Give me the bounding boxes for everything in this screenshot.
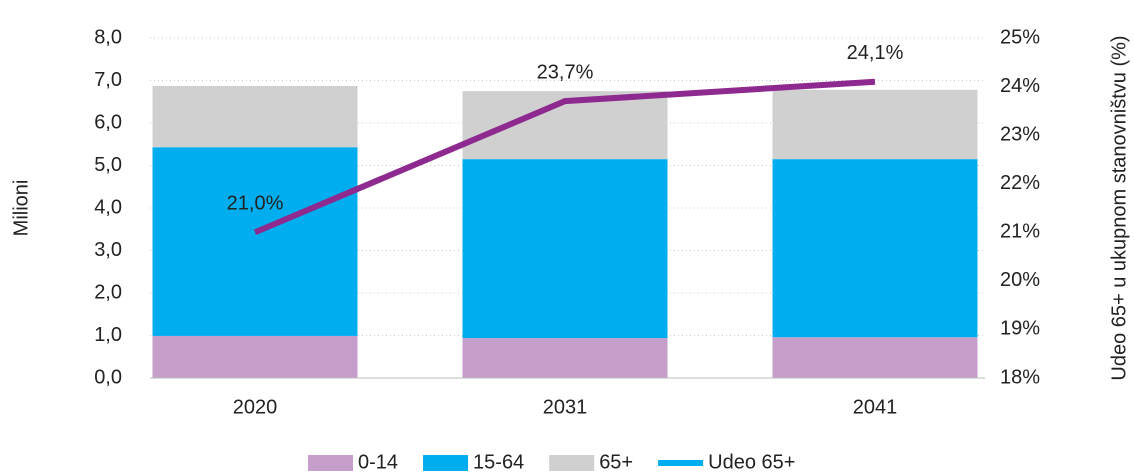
x-tick-label: 2041 xyxy=(853,396,898,418)
y2-tick-label: 21% xyxy=(1000,221,1040,243)
legend-label: 15-64 xyxy=(473,451,524,473)
line xyxy=(253,78,876,236)
bar-segment xyxy=(772,337,978,378)
y2-tick-label: 19% xyxy=(1000,318,1040,340)
bar-segment xyxy=(152,335,358,378)
y-axis-title: Milioni xyxy=(10,180,32,237)
legend-label: 65+ xyxy=(599,451,633,473)
legend-label: Udeo 65+ xyxy=(708,451,795,473)
bar-segment xyxy=(772,159,978,338)
y2-axis-title: Udeo 65+ u ukupnom stanovništvu (%) xyxy=(1108,35,1130,380)
bar-segment xyxy=(772,89,978,160)
bar-segment xyxy=(462,159,668,339)
y2-tick-label: 18% xyxy=(1000,366,1040,388)
x-tick-label: 2031 xyxy=(543,396,588,418)
y-tick-label: 8,0 xyxy=(94,26,122,48)
y-tick-label: 5,0 xyxy=(94,154,122,176)
x-tick-label: 2020 xyxy=(233,396,278,418)
y-tick-label: 3,0 xyxy=(94,239,122,261)
y2-tick-label: 20% xyxy=(1000,269,1040,291)
legend-swatch xyxy=(423,455,469,471)
y-tick-label: 7,0 xyxy=(94,69,122,91)
legend-swatch xyxy=(549,455,595,471)
data-label: 23,7% xyxy=(537,61,594,83)
bar-segment xyxy=(462,338,668,378)
y-tick-label: 1,0 xyxy=(94,324,122,346)
bar-segment xyxy=(152,147,358,336)
y-tick-label: 6,0 xyxy=(94,111,122,133)
legend-swatch xyxy=(658,460,704,466)
y2-tick-label: 24% xyxy=(1000,75,1040,97)
y2-tick-label: 25% xyxy=(1000,26,1040,48)
bar-segment xyxy=(152,86,358,148)
legend-swatch xyxy=(308,455,353,471)
y-tick-label: 0,0 xyxy=(94,366,122,388)
y-tick-label: 4,0 xyxy=(94,196,122,218)
legend-label: 0-14 xyxy=(358,451,398,473)
data-label: 24,1% xyxy=(847,42,904,64)
data-label: 21,0% xyxy=(227,193,284,215)
y2-tick-label: 22% xyxy=(1000,172,1040,194)
y2-tick-label: 23% xyxy=(1000,123,1040,145)
y-tick-label: 2,0 xyxy=(94,281,122,303)
